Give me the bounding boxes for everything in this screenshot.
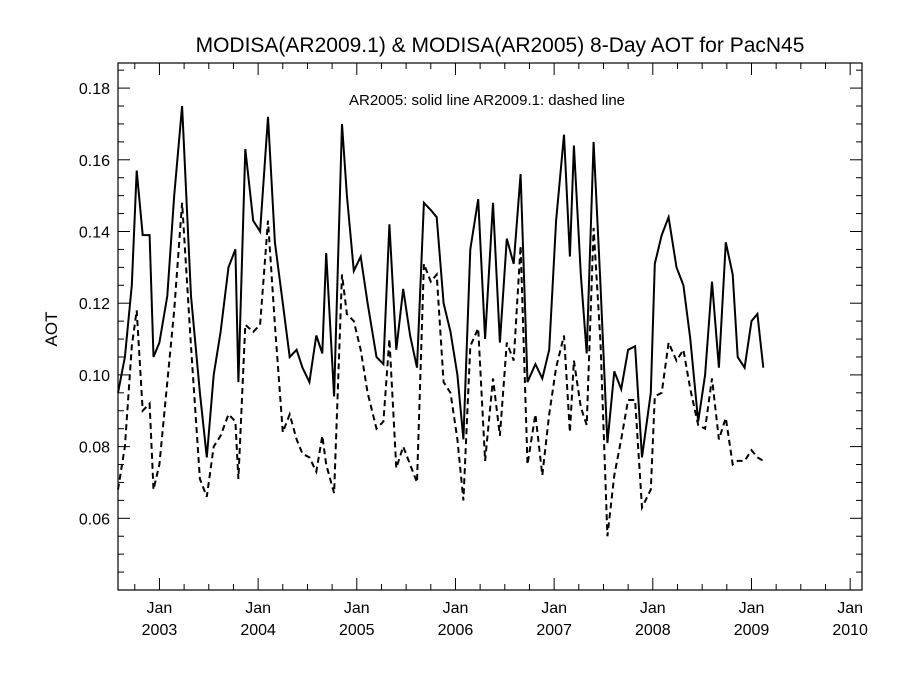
x-tick-label-month: Jan: [541, 600, 567, 617]
series-line-ar2009-1: [117, 202, 764, 537]
x-tick-label-year: 2010: [832, 622, 868, 639]
y-axis-label: AOT: [42, 312, 61, 347]
y-tick-label: 0.06: [79, 511, 110, 528]
x-tick-label-year: 2009: [734, 622, 770, 639]
y-tick-label: 0.16: [79, 153, 110, 170]
y-axis: 0.06 0.08 0.10 0.12 0.14 0.16 0.18: [79, 69, 862, 573]
x-tick-label-month: Jan: [147, 600, 173, 617]
x-tick-label-year: 2008: [635, 622, 671, 639]
y-tick-label: 0.10: [79, 368, 110, 385]
x-tick-label-month: Jan: [640, 600, 666, 617]
x-tick-label-year: 2003: [142, 622, 178, 639]
x-tick-label-year: 2006: [438, 622, 474, 639]
x-tick-label-year: 2004: [240, 622, 276, 639]
x-tick-label-month: Jan: [245, 600, 271, 617]
x-tick-label-month: Jan: [837, 600, 863, 617]
series-line-ar2005: [117, 105, 765, 458]
y-tick-label: 0.14: [79, 224, 110, 241]
chart-title: MODISA(AR2009.1) & MODISA(AR2005) 8-Day …: [196, 34, 805, 57]
x-tick-label-month: Jan: [739, 600, 765, 617]
x-tick-label-year: 2005: [339, 622, 375, 639]
y-tick-label: 0.12: [79, 296, 110, 313]
y-tick-label: 0.08: [79, 440, 110, 457]
plot-frame: [117, 62, 863, 591]
x-tick-label-year: 2007: [536, 622, 572, 639]
legend-annotation: AR2005: solid line AR2009.1: dashed line: [349, 92, 625, 109]
y-tick-label: 0.18: [79, 81, 110, 98]
x-tick-label-month: Jan: [344, 600, 370, 617]
series-lines: [117, 105, 765, 537]
x-tick-label-month: Jan: [443, 600, 469, 617]
x-axis: Jan 2003 Jan 2004 Jan 2005 Jan 2006 Jan 2007 Jan 20…: [134, 63, 868, 639]
